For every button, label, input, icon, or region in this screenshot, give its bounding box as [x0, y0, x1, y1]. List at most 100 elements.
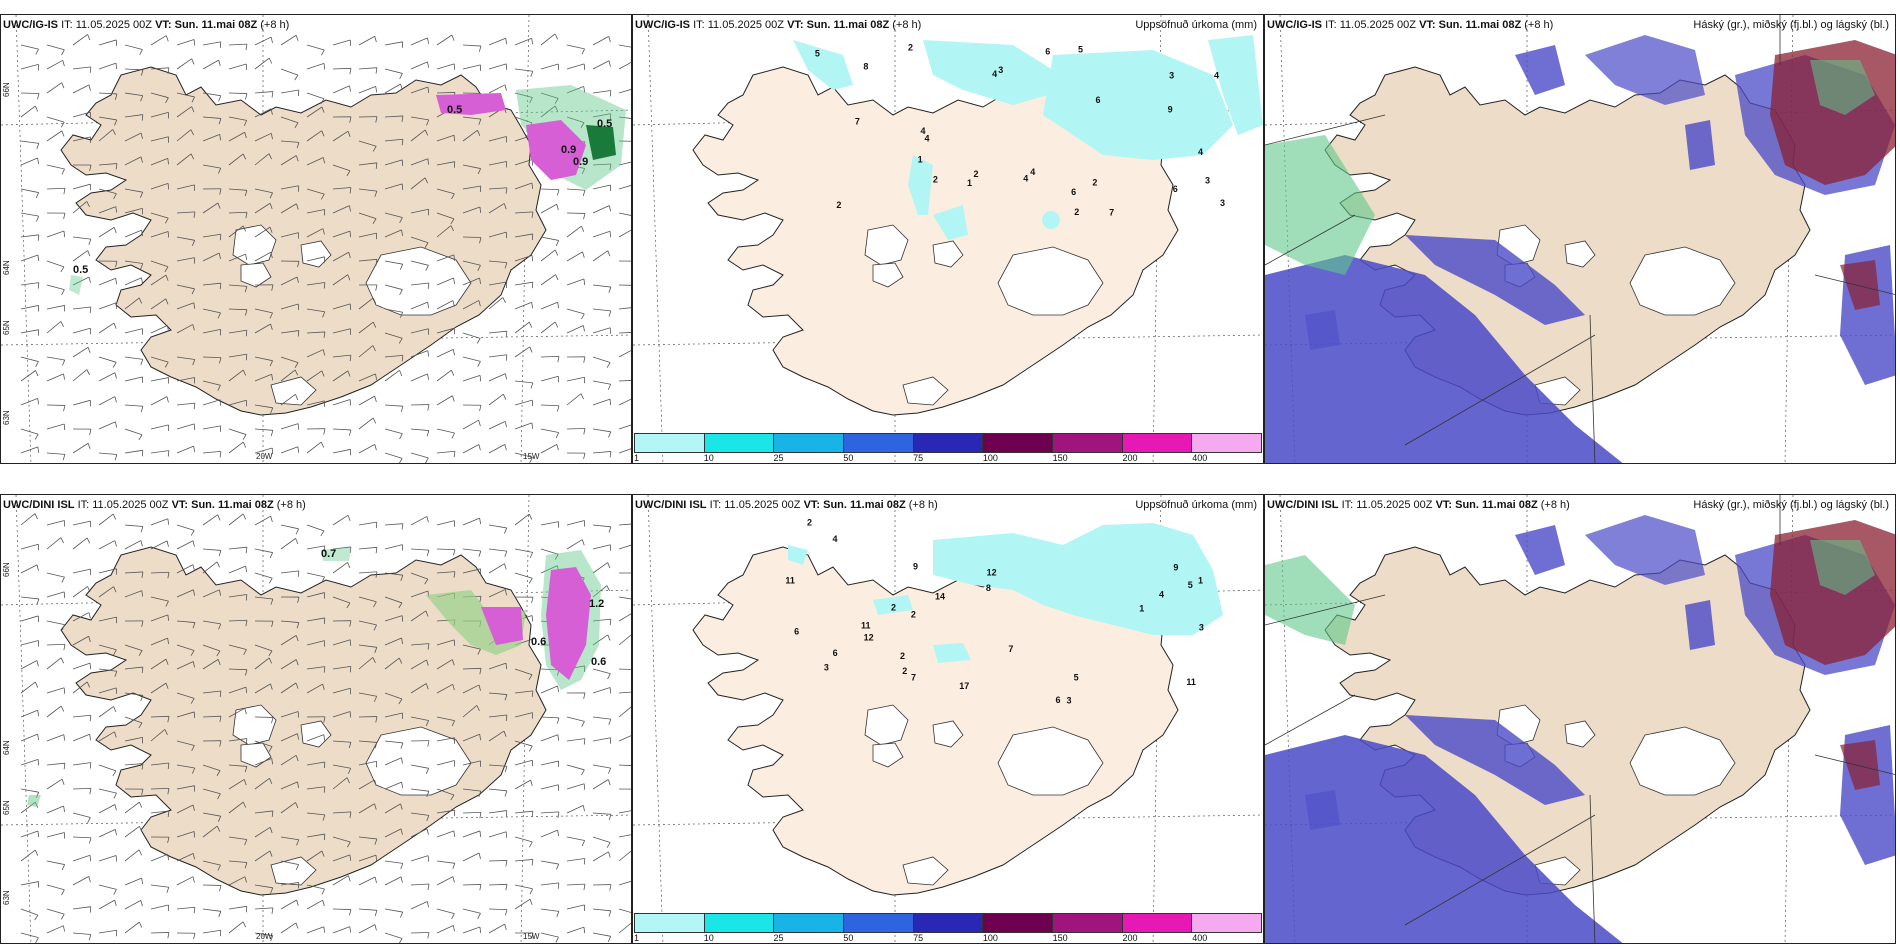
accumulated-precip-label: 9: [1168, 105, 1173, 115]
valid-time: Sun. 11.mai 08Z: [174, 19, 258, 31]
colorbar-segment: [1053, 434, 1123, 452]
glacier: [240, 262, 272, 288]
glacier: [864, 224, 909, 266]
colorbar-segment: [704, 914, 775, 932]
model-name: UWC/IG-IS: [3, 19, 58, 31]
accumulated-precip-label: 8: [863, 61, 868, 71]
colorbar-tick-label: 400: [1192, 453, 1208, 463]
accumulated-precip-label: 6: [794, 626, 799, 636]
colorbar-segment: [1122, 914, 1193, 932]
accumulated-precip-label: 4: [920, 126, 925, 136]
accumulated-precip-label: 2: [1092, 178, 1097, 188]
accumulated-precip-label: 8: [986, 583, 991, 593]
init-time-label: IT:: [693, 19, 705, 31]
init-time: 11.05.2025 00Z: [92, 499, 169, 511]
accumulated-precip-label: 6: [1071, 187, 1076, 197]
panel-header: UWC/IG-IS IT: 11.05.2025 00Z VT: Sun. 11…: [635, 19, 921, 31]
glacier: [1629, 246, 1736, 316]
accumulated-precip-label: 3: [824, 662, 829, 672]
accumulated-precip-label: 5: [1074, 672, 1079, 682]
axis-tick-label: 65N: [2, 800, 11, 815]
valid-time-label: VT:: [787, 19, 804, 31]
colorbar-tick-label: 50: [843, 933, 854, 943]
accumulated-precip-label: 2: [908, 42, 913, 52]
lead-time: (+8 h): [276, 499, 306, 511]
accumulated-precip-label: 7: [911, 672, 916, 682]
accumulated-precip-label: 1: [918, 154, 923, 164]
colorbar-segment: [635, 434, 705, 452]
accumulated-precip-label: 7: [855, 117, 860, 127]
model-name: UWC/DINI ISL: [3, 499, 75, 511]
axis-tick-label: 20W: [256, 932, 273, 941]
lead-time: (+8 h): [1524, 19, 1554, 31]
accumulated-precip-label: 5: [815, 48, 820, 58]
glacier: [932, 720, 964, 748]
init-time-label: IT:: [61, 19, 73, 31]
panel-header: UWC/DINI ISL IT: 11.05.2025 00Z VT: Sun.…: [635, 499, 938, 511]
map-canvas: 0.7 1.2 0.6 0.6 20W 15W 66N 65N 64N 63N: [1, 495, 631, 943]
accumulated-precip-label: 11: [861, 621, 871, 631]
colorbar-segment: [635, 914, 705, 932]
panel-cloud-igis: UWC/IG-IS IT: 11.05.2025 00Z VT: Sun. 11…: [1264, 14, 1896, 464]
accumulated-precip-label: 7: [1109, 208, 1114, 218]
accumulated-precip-label: 3: [998, 65, 1003, 75]
accumulated-precip-label: 7: [1008, 644, 1013, 654]
axis-tick-label: 20W: [256, 452, 273, 461]
model-name: UWC/DINI ISL: [635, 499, 707, 511]
glacier: [270, 376, 317, 406]
panel-header: UWC/IG-IS IT: 11.05.2025 00Z VT: Sun. 11…: [3, 19, 289, 31]
precip-value-label: 0.9: [573, 156, 588, 168]
panel-field-title: Háský (gr.), miðský (fj.bl.) og lágský (…: [1693, 19, 1889, 31]
accumulated-precip-label: 5: [1078, 44, 1083, 54]
colorbar-tick-label: 150: [1052, 453, 1068, 463]
init-time: 11.05.2025 00Z: [75, 19, 152, 31]
accumulated-precip-label: 4: [925, 133, 930, 143]
cloud-layers: [1265, 495, 1895, 943]
colorbar-tick-label: 1: [634, 453, 640, 463]
colorbar-tick-label: 50: [843, 453, 854, 463]
colorbar-tick-label: 1: [634, 933, 640, 943]
colorbar-tick-label: 200: [1122, 453, 1138, 463]
colorbar-tick-label: 100: [982, 453, 998, 463]
colorbar-tick-label: 400: [1192, 933, 1208, 943]
valid-time-label: VT:: [171, 499, 189, 511]
colorbar-tick-label: 10: [703, 933, 714, 943]
axis-tick-label: 66N: [2, 82, 11, 97]
glacier: [932, 240, 964, 268]
map-canvas: [1265, 495, 1895, 943]
init-time: 11.05.2025 00Z: [724, 499, 801, 511]
colorbar-segment: [913, 914, 984, 932]
precip-shading: [788, 523, 1223, 663]
accumulated-precip-label: 2: [836, 200, 841, 210]
precip-value-label: 0.6: [591, 656, 606, 668]
iceland-landmass: [60, 66, 547, 416]
glacier: [365, 726, 472, 796]
accumulated-precip-label: 11: [1186, 677, 1196, 687]
colorbar-tick-label: 150: [1052, 933, 1068, 943]
panel-cloud-dini: UWC/DINI ISL IT: 11.05.2025 00Z VT: Sun.…: [1264, 494, 1896, 944]
cloud-layers: [1265, 15, 1895, 463]
precip-blobs: [27, 547, 601, 807]
accumulated-precip-label: 3: [1205, 176, 1210, 186]
accumulated-precip-label: 6: [1096, 95, 1101, 105]
model-name: UWC/DINI ISL: [1267, 499, 1339, 511]
glacier: [1564, 240, 1596, 268]
init-time-label: IT:: [709, 499, 722, 511]
wind-barbs: [20, 33, 631, 463]
accumulated-precip-label: 2: [974, 169, 979, 179]
panel-field-title: Háský (gr.), miðský (fj.bl.) og lágský (…: [1693, 499, 1889, 511]
accumulated-precip-label: 2: [902, 666, 907, 676]
valid-time-label: VT:: [155, 19, 172, 31]
axis-tick-label: 15W: [523, 932, 540, 941]
map-canvas: [1265, 15, 1895, 463]
panel-precip-dini: 11 14 17 12 6 8 12 3 7 11 6 9 5 6 5 2 3 1 2 1 2 2 4 9 3 4 7 2 11 UWC/…: [632, 494, 1264, 944]
colorbar-segment: [1192, 914, 1262, 932]
precip-colorbar: [634, 433, 1262, 453]
accumulated-precip-label: 4: [832, 534, 837, 544]
model-name: UWC/IG-IS: [635, 19, 690, 31]
init-time-label: IT:: [1325, 19, 1337, 31]
colorbar-tick-label: 100: [982, 933, 998, 943]
accumulated-precip-label: 3: [1199, 622, 1204, 632]
panel-field-title: Uppsöfnuð úrkoma (mm): [1135, 499, 1257, 511]
